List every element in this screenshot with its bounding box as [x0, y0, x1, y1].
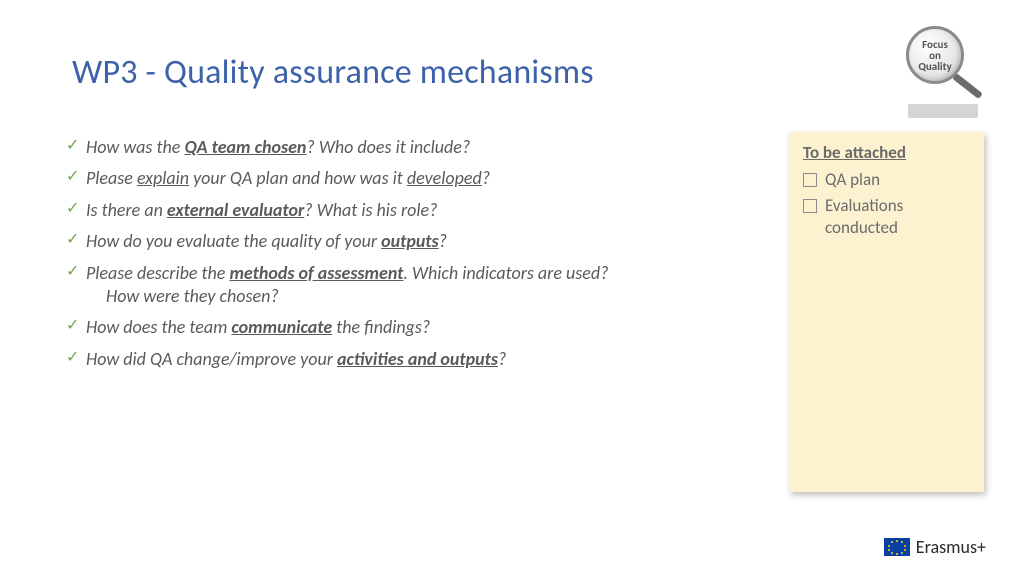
list-item: How do you evaluate the quality of your … [66, 230, 746, 253]
magnifier-icon: Focus on Quality [906, 26, 964, 84]
page-title: WP3 - Quality assurance mechanisms [72, 52, 594, 93]
list-item: How does the team communicate the findin… [66, 316, 746, 339]
attachment-item: QA plan [803, 169, 972, 191]
attachment-list: QA plan Evaluations conducted [803, 169, 972, 239]
list-item: How did QA change/improve your activitie… [66, 348, 746, 371]
attachment-item: Evaluations conducted [803, 195, 972, 239]
sticky-title: To be attached [803, 142, 972, 163]
eu-flag-icon [884, 538, 910, 556]
sticky-note: To be attached QA plan Evaluations condu… [789, 132, 984, 492]
erasmus-text: Erasmus+ [916, 536, 986, 558]
list-item: Is there an external evaluator? What is … [66, 199, 746, 222]
erasmus-logo: Erasmus+ [884, 536, 986, 558]
list-item: How was the QA team chosen? Who does it … [66, 136, 746, 159]
focus-on-quality-badge: Focus on Quality [898, 20, 988, 118]
question-list: How was the QA team chosen? Who does it … [66, 136, 746, 379]
list-item: Please describe the methods of assessmen… [66, 262, 746, 309]
slide: { "title": "WP3 - Quality assurance mech… [0, 0, 1024, 576]
list-item: Please explain your QA plan and how was … [66, 167, 746, 190]
